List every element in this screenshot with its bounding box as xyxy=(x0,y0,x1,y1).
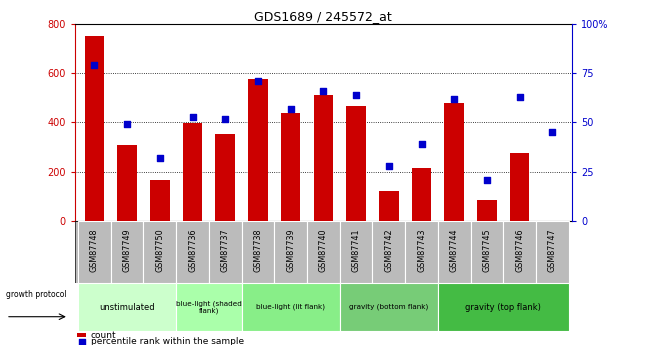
Text: blue-light (shaded
flank): blue-light (shaded flank) xyxy=(176,300,242,314)
Point xyxy=(384,163,394,168)
Bar xyxy=(281,112,300,221)
Bar xyxy=(372,221,405,283)
Bar xyxy=(183,123,202,221)
Bar xyxy=(340,221,372,283)
Text: GSM87746: GSM87746 xyxy=(515,229,524,272)
Bar xyxy=(477,200,497,221)
Text: GSM87748: GSM87748 xyxy=(90,229,99,272)
Bar xyxy=(438,283,569,331)
Text: GSM87741: GSM87741 xyxy=(352,229,361,272)
Bar xyxy=(111,221,144,283)
Bar xyxy=(150,180,170,221)
Bar xyxy=(242,283,340,331)
Point xyxy=(514,94,525,100)
Bar xyxy=(445,103,464,221)
Point xyxy=(89,63,99,68)
Text: GSM87747: GSM87747 xyxy=(548,229,557,273)
Text: GSM87744: GSM87744 xyxy=(450,229,459,272)
Bar xyxy=(176,221,209,283)
Bar xyxy=(471,221,503,283)
Bar xyxy=(510,153,530,221)
Bar xyxy=(144,221,176,283)
Text: count: count xyxy=(90,331,116,339)
Text: GSM87749: GSM87749 xyxy=(123,229,131,273)
Text: GSM87736: GSM87736 xyxy=(188,229,197,272)
Text: GSM87743: GSM87743 xyxy=(417,229,426,272)
Point xyxy=(253,78,263,84)
Bar xyxy=(242,221,274,283)
Bar xyxy=(274,221,307,283)
Point xyxy=(547,129,558,135)
Point xyxy=(351,92,361,98)
Text: GSM87740: GSM87740 xyxy=(319,229,328,272)
Text: GSM87739: GSM87739 xyxy=(286,229,295,273)
Bar xyxy=(248,79,268,221)
Bar xyxy=(215,134,235,221)
Bar xyxy=(117,145,137,221)
Bar xyxy=(346,107,366,221)
Text: GSM87742: GSM87742 xyxy=(384,229,393,273)
Bar xyxy=(340,283,438,331)
Point xyxy=(318,88,328,94)
Point xyxy=(155,155,165,161)
Text: GSM87737: GSM87737 xyxy=(221,229,229,273)
Text: growth protocol: growth protocol xyxy=(6,290,66,299)
Bar xyxy=(313,96,333,221)
Point xyxy=(449,96,460,102)
Text: percentile rank within the sample: percentile rank within the sample xyxy=(90,337,244,345)
Text: blue-light (lit flank): blue-light (lit flank) xyxy=(256,304,325,310)
Bar xyxy=(209,221,242,283)
Bar xyxy=(78,221,111,283)
Text: gravity (bottom flank): gravity (bottom flank) xyxy=(349,304,428,310)
Text: GSM87738: GSM87738 xyxy=(254,229,263,272)
Text: GSM87745: GSM87745 xyxy=(482,229,491,273)
Bar xyxy=(503,221,536,283)
Text: gravity (top flank): gravity (top flank) xyxy=(465,303,541,312)
Bar xyxy=(379,191,398,221)
Bar xyxy=(307,221,340,283)
Point xyxy=(416,141,426,147)
Title: GDS1689 / 245572_at: GDS1689 / 245572_at xyxy=(255,10,392,23)
Text: GSM87750: GSM87750 xyxy=(155,229,164,273)
Bar xyxy=(77,333,86,337)
Point xyxy=(187,114,198,119)
Bar xyxy=(411,168,432,221)
Point xyxy=(482,177,492,182)
Bar xyxy=(176,283,242,331)
Bar xyxy=(78,283,176,331)
Bar xyxy=(438,221,471,283)
Bar xyxy=(84,37,104,221)
Bar xyxy=(536,221,569,283)
Text: unstimulated: unstimulated xyxy=(99,303,155,312)
Bar xyxy=(405,221,438,283)
Point xyxy=(220,116,231,121)
Point xyxy=(285,106,296,111)
Point xyxy=(77,339,87,345)
Point xyxy=(122,122,133,127)
